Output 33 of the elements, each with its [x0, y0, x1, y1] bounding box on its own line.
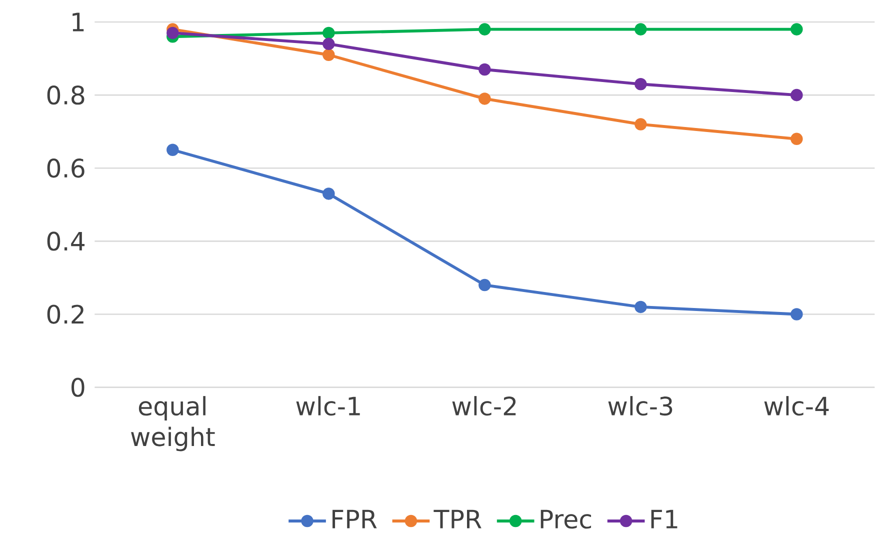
- y-tick-label: 1: [72, 12, 84, 32]
- point: [790, 132, 803, 146]
- point: [322, 48, 335, 62]
- x-tick-label: wlc-4: [764, 396, 829, 416]
- point: [634, 78, 647, 90]
- x-tick-label: equal weight: [131, 396, 215, 452]
- point: [790, 308, 803, 320]
- y-tick-label: 0.2: [47, 304, 84, 324]
- point: [166, 26, 179, 40]
- point: [322, 26, 335, 40]
- point: [634, 23, 647, 36]
- y-tick-label: 0.4: [47, 232, 85, 251]
- y-tick-label: 0.6: [47, 158, 84, 178]
- point: [478, 63, 491, 76]
- point: [478, 278, 491, 292]
- x-tick-label: wlc-3: [608, 396, 672, 416]
- y-tick-label: 0.8: [47, 85, 84, 105]
- point: [790, 88, 803, 102]
- point: [478, 23, 491, 36]
- point: [166, 144, 179, 156]
- legend-label: FPR: [332, 510, 377, 528]
- point: [322, 188, 335, 200]
- x-tick-label: wlc-1: [296, 396, 360, 416]
- point: [322, 38, 335, 50]
- legend-label: TPR: [434, 510, 482, 528]
- point: [790, 23, 803, 36]
- legend-label: Prec: [540, 510, 592, 529]
- y-tick-label: 0: [72, 378, 84, 397]
- point: [634, 118, 647, 130]
- point: [478, 92, 491, 105]
- x-tick-label: wlc-2: [452, 396, 516, 416]
- point: [634, 300, 647, 314]
- legend-label: F1: [651, 510, 678, 528]
